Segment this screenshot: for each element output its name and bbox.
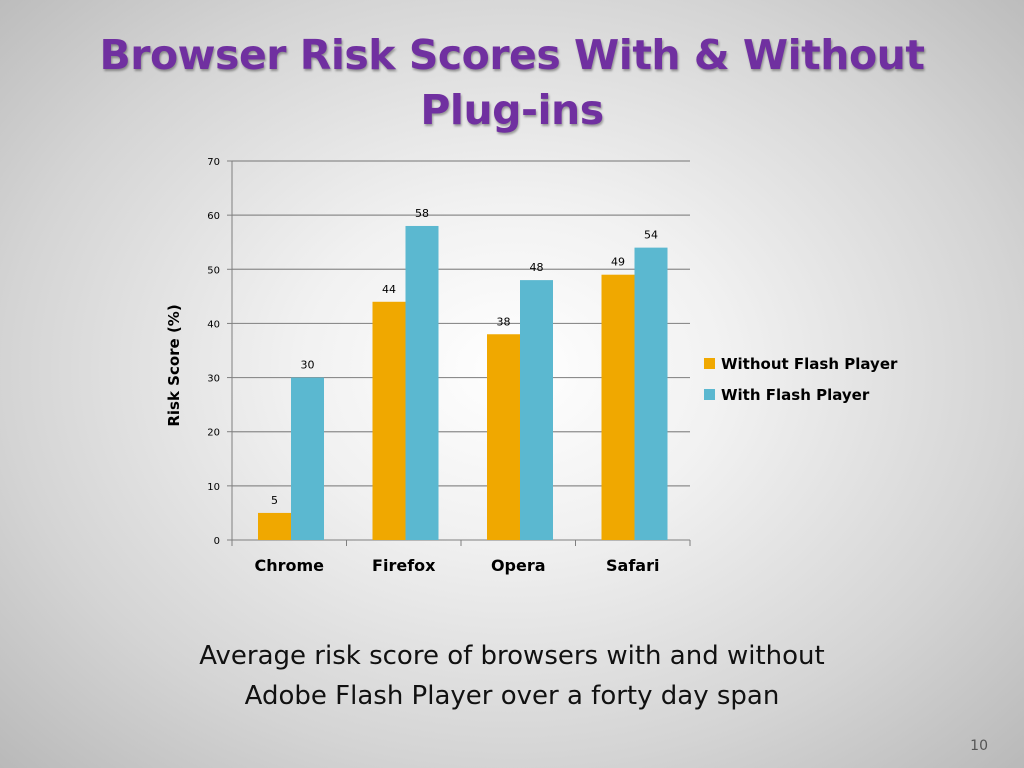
y-tick-label: 70 xyxy=(207,157,220,168)
bar-opera-without-flash xyxy=(487,334,520,540)
bar-opera-with-flash xyxy=(520,280,553,540)
data-label: 30 xyxy=(301,359,315,372)
bar-safari-with-flash xyxy=(634,247,668,540)
y-tick-label: 60 xyxy=(207,211,220,222)
y-tick-label: 20 xyxy=(207,428,220,439)
title-line-2: Plug-ins xyxy=(420,86,604,134)
y-tick-label: 40 xyxy=(207,319,220,330)
data-label: 48 xyxy=(530,261,544,274)
data-label: 5 xyxy=(271,494,278,507)
data-label: 44 xyxy=(382,283,396,296)
x-tick-label: Opera xyxy=(491,556,546,575)
y-axis-label: Risk Score (%) xyxy=(165,304,183,426)
y-tick-label: 50 xyxy=(207,265,220,276)
data-label: 38 xyxy=(497,315,511,328)
legend-label-without-flash: Without Flash Player xyxy=(721,354,898,373)
bar-firefox-without-flash xyxy=(372,301,406,540)
x-tick-label: Safari xyxy=(606,556,659,575)
legend-item-with-flash: With Flash Player xyxy=(704,379,897,410)
legend-swatch-with-flash xyxy=(704,389,715,400)
data-label: 49 xyxy=(611,256,625,269)
bar-safari-without-flash xyxy=(601,274,635,540)
title-line-1: Browser Risk Scores With & Without xyxy=(99,31,925,79)
legend-swatch-without-flash xyxy=(704,358,715,369)
chart-legend: Without Flash Player With Flash Player xyxy=(704,348,897,410)
caption-line-1: Average risk score of browsers with and … xyxy=(199,641,825,671)
legend-item-without-flash: Without Flash Player xyxy=(704,348,897,379)
slide-caption: Average risk score of browsers with and … xyxy=(0,636,1024,716)
x-tick-label: Chrome xyxy=(254,556,324,575)
y-tick-label: 10 xyxy=(207,482,220,493)
caption-line-2: Adobe Flash Player over a forty day span xyxy=(244,681,780,711)
y-tick-label: 30 xyxy=(207,374,220,385)
data-label: 54 xyxy=(644,229,658,242)
legend-label-with-flash: With Flash Player xyxy=(721,385,870,404)
x-tick-label: Firefox xyxy=(372,556,436,575)
data-label: 58 xyxy=(415,207,429,220)
page-number: 10 xyxy=(970,738,988,754)
y-tick-label: 0 xyxy=(214,536,220,547)
slide-title: Browser Risk Scores With & Without Plug-… xyxy=(0,28,1024,138)
bar-chrome-without-flash xyxy=(258,512,291,540)
bar-chrome-with-flash xyxy=(291,377,324,540)
bar-firefox-with-flash xyxy=(405,225,439,540)
